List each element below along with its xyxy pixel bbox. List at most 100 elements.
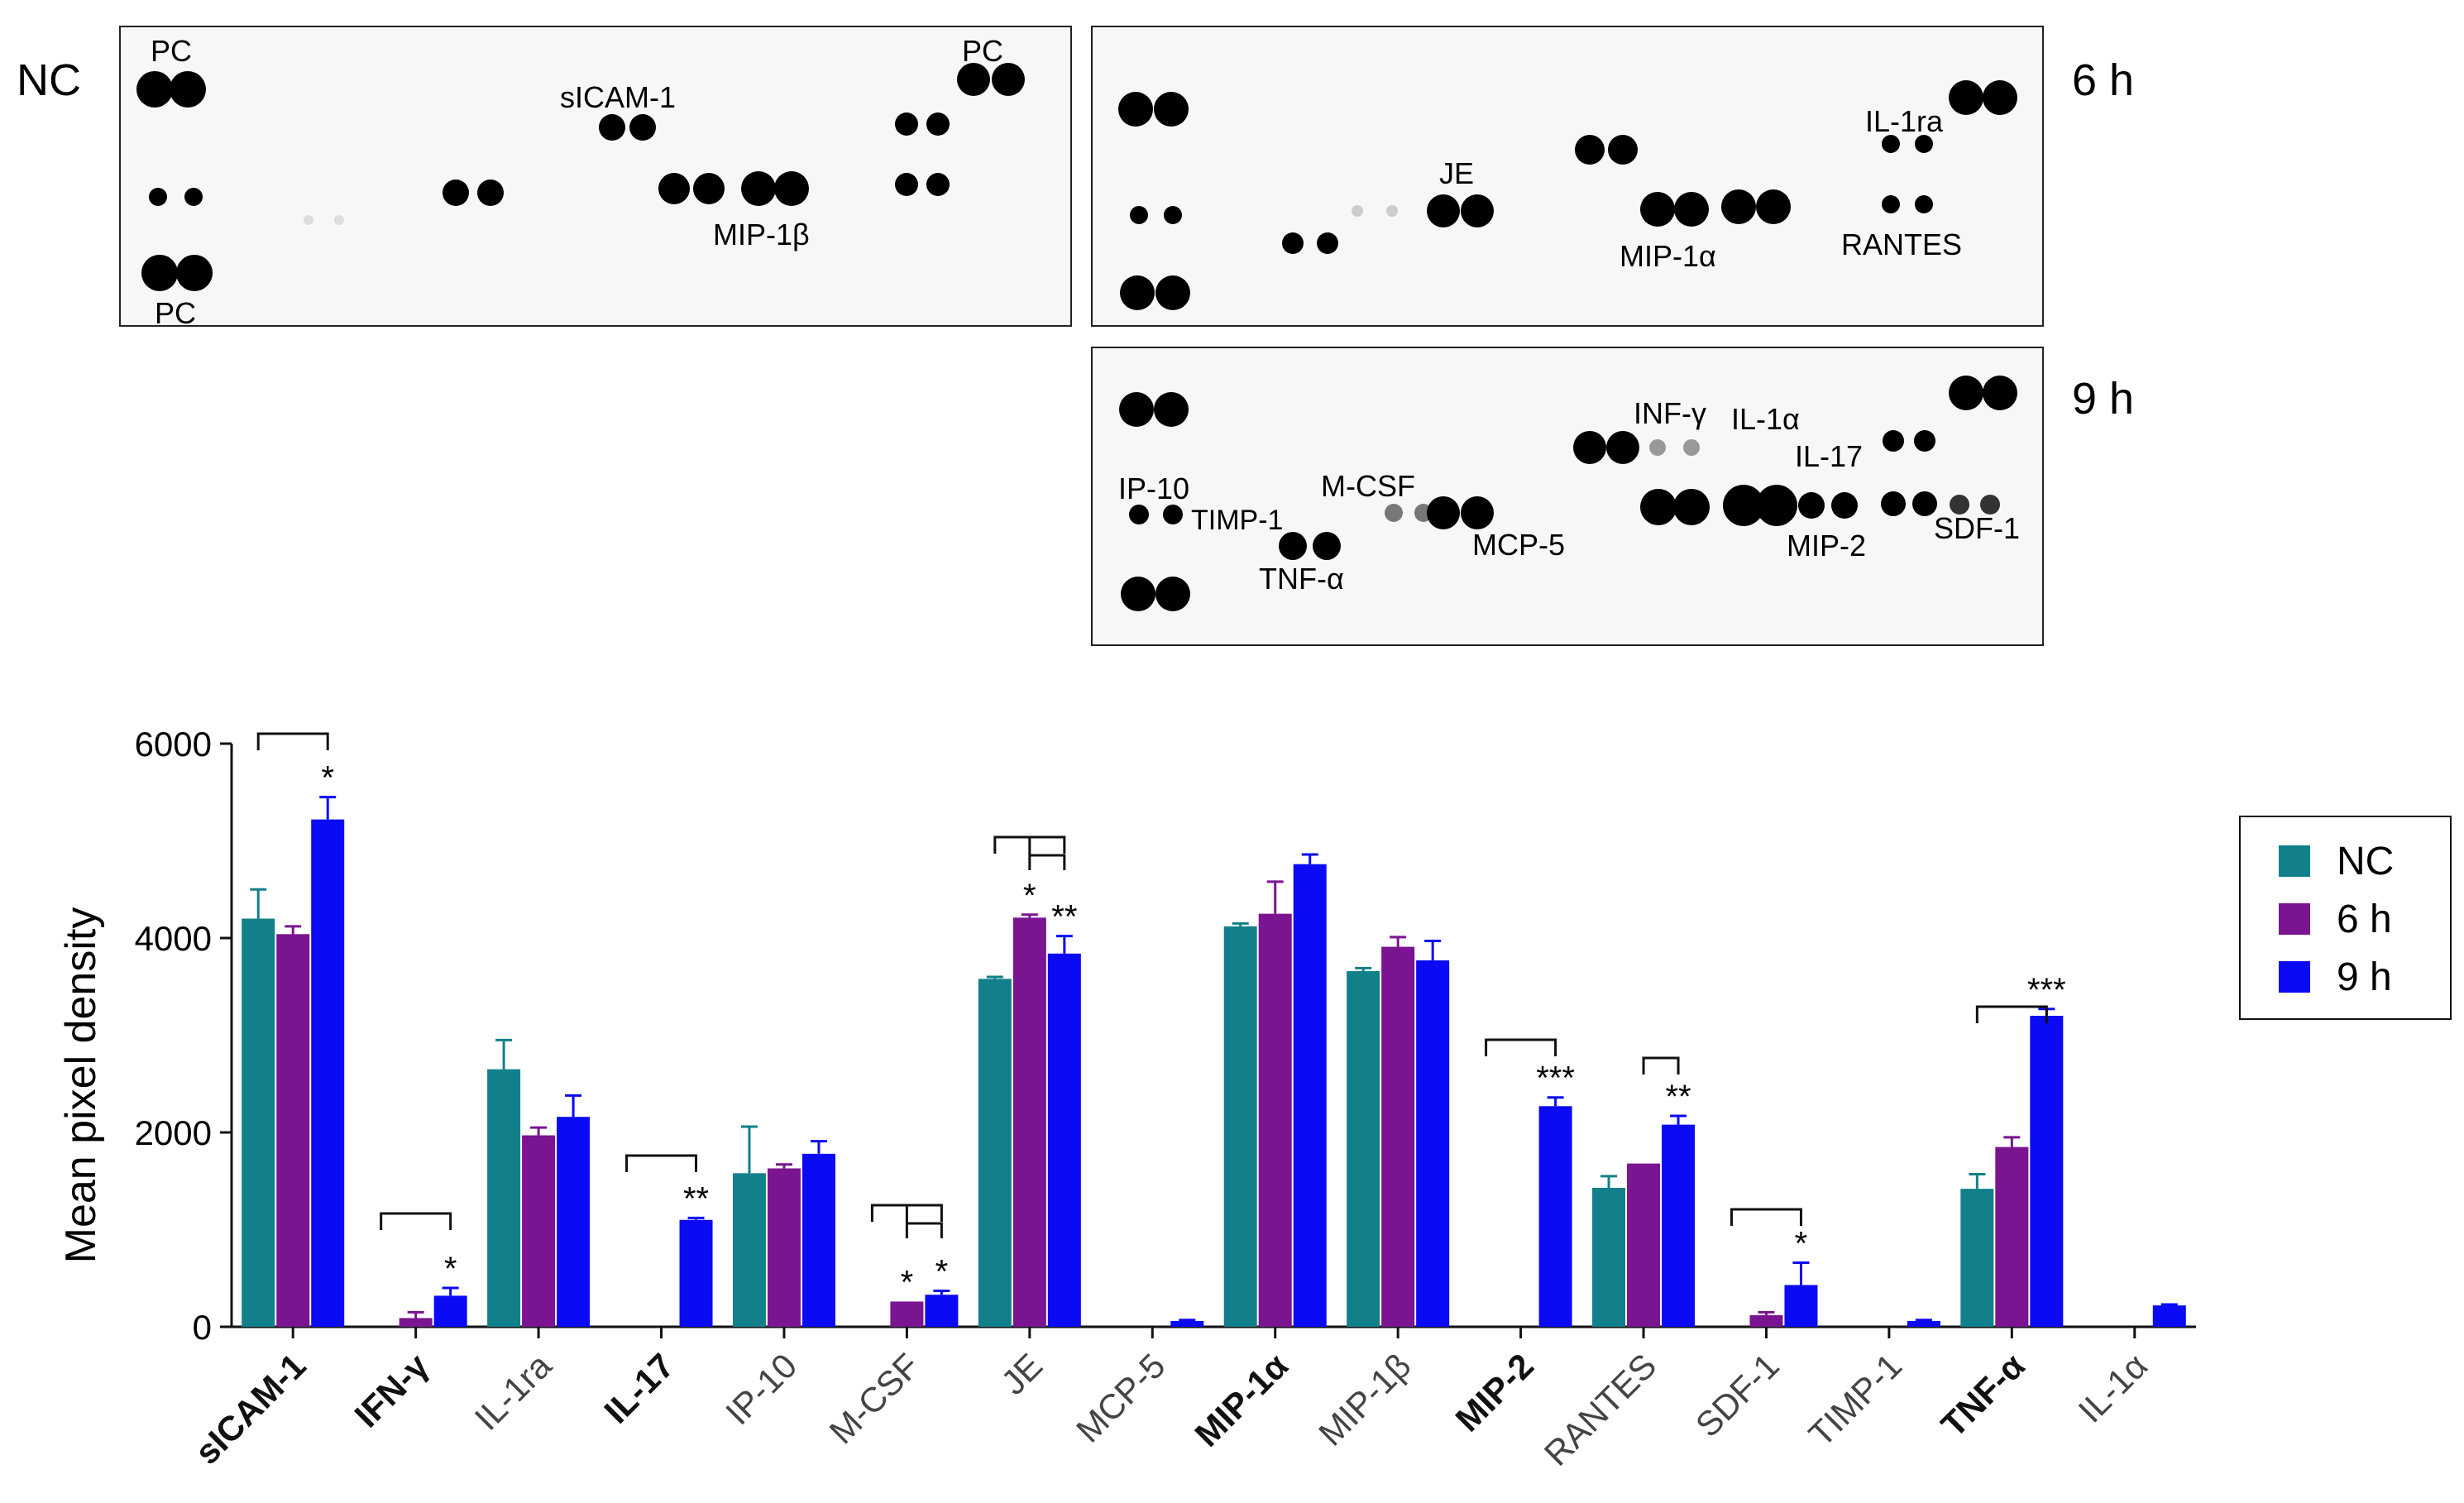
spot	[170, 71, 206, 108]
blot-6h-frame	[1091, 26, 2044, 327]
spot	[1756, 485, 1797, 526]
x-tick-label: RANTES	[1537, 1346, 1664, 1473]
blot-nc-label-sicam: sICAM-1	[560, 80, 676, 114]
spot	[477, 179, 504, 206]
legend-label-nc: NC	[2337, 840, 2394, 883]
bar	[1749, 1314, 1783, 1327]
bar	[399, 1318, 433, 1327]
spot	[1882, 195, 1900, 213]
blot-9h: 9 h INF-γ IL-1α IL-17 IP-10 TIMP-1 M-CSF…	[1091, 347, 2134, 646]
significance-asterisk: *	[901, 1264, 914, 1300]
significance-asterisk: *	[444, 1251, 457, 1287]
spot	[1683, 439, 1700, 456]
blot-9h-label-il17: IL-17	[1795, 439, 1863, 473]
spot	[1427, 496, 1460, 529]
x-tick-labels: sICAM-1 IFN-γ IL-1ra IL-17 IP-10 M-CSF JE MCP-5…	[188, 1346, 2155, 1473]
spot	[1723, 485, 1764, 526]
bar	[242, 918, 275, 1327]
spot	[1154, 392, 1189, 427]
bar	[1907, 1320, 1940, 1327]
bar	[978, 979, 1012, 1327]
blot-9h-label-mcsf: M-CSF	[1321, 469, 1415, 503]
spot	[1882, 135, 1900, 153]
spot	[1155, 275, 1190, 310]
bar	[890, 1301, 924, 1327]
spot	[1914, 430, 1935, 452]
blot-6h: 6 h JE IL-1ra MIP-1α RANTES	[1091, 26, 2134, 327]
blot-6h-condition-label: 6 h	[2072, 55, 2134, 105]
significance-asterisk: ***	[2027, 972, 2066, 1008]
comparison-bracket	[1485, 1038, 1557, 1056]
significance-asterisk: **	[683, 1180, 709, 1217]
significance-asterisk: *	[1795, 1225, 1808, 1261]
bar	[1592, 1187, 1626, 1327]
x-tick-label: MIP-1β	[1311, 1346, 1419, 1453]
spot	[1121, 577, 1155, 611]
bar	[1416, 960, 1450, 1327]
blot-9h-label-tnfa: TNF-α	[1259, 562, 1344, 596]
spot	[1883, 430, 1904, 452]
blot-9h-label-infg: INF-γ	[1634, 396, 1706, 430]
bar	[522, 1135, 556, 1327]
spot	[1120, 275, 1155, 310]
spot	[1573, 431, 1606, 464]
comparison-bracket	[256, 732, 329, 750]
cytokine-array-blots: NC PC PC PC sICAM-1 MIP-1β 6 h	[17, 26, 2134, 646]
spot	[1915, 195, 1933, 213]
y-tick-label: 4000	[135, 919, 212, 958]
legend-swatch-nc	[2279, 845, 2310, 877]
bar	[433, 1295, 467, 1327]
spot	[334, 215, 344, 225]
bar	[311, 819, 345, 1327]
spot	[1949, 80, 1983, 115]
x-tick-label: MIP-1α	[1187, 1346, 1295, 1454]
spot	[895, 173, 918, 196]
blot-9h-label-ip10: IP-10	[1118, 471, 1189, 505]
bar	[1784, 1285, 1818, 1327]
legend: NC 6 h 9 h	[2239, 816, 2452, 1020]
x-tick-label: SDF-1	[1688, 1346, 1787, 1444]
significance-asterisk: **	[1051, 899, 1077, 936]
spot	[1279, 532, 1307, 560]
spot	[1461, 496, 1494, 529]
blot-9h-label-sdf1: SDF-1	[1934, 511, 2020, 545]
blot-9h-label-mip2: MIP-2	[1787, 529, 1866, 562]
x-tick-label: MCP-5	[1069, 1346, 1173, 1450]
x-tick-label: IP-10	[718, 1346, 804, 1432]
x-tick-label: IL-17	[596, 1346, 682, 1431]
comparison-bracket	[905, 1205, 943, 1238]
spot	[1983, 376, 2017, 410]
blot-nc-label-pc-top-left: PC	[151, 34, 192, 68]
spot	[1915, 135, 1933, 153]
bar	[801, 1153, 835, 1327]
spot	[1640, 489, 1677, 525]
bar	[767, 1168, 801, 1327]
blot-9h-label-mcp5: MCP-5	[1472, 528, 1565, 562]
x-tick-label: JE	[993, 1346, 1050, 1402]
spot	[1129, 505, 1149, 524]
bar	[557, 1117, 591, 1327]
comparison-bracket	[1730, 1208, 1802, 1226]
chart-axes: 0 2000 4000 6000	[135, 725, 2196, 1347]
significance-asterisk: **	[1665, 1079, 1691, 1115]
blot-nc-label-mip1b: MIP-1β	[713, 218, 810, 251]
spot	[184, 188, 203, 206]
blot-6h-spots	[1118, 80, 2017, 310]
blot-6h-label-je: JE	[1439, 156, 1474, 190]
blot-nc: NC PC PC PC sICAM-1 MIP-1β	[17, 26, 1072, 330]
spot	[1756, 189, 1791, 224]
bar	[1293, 864, 1327, 1327]
blot-9h-label-timp1: TIMP-1	[1191, 505, 1283, 536]
spot	[1912, 491, 1937, 516]
spot	[1640, 192, 1675, 227]
blot-nc-frame	[119, 26, 1072, 327]
blot-9h-spots	[1119, 376, 2017, 611]
spot	[1721, 189, 1756, 224]
y-tick-label: 2000	[135, 1113, 212, 1152]
bar	[276, 934, 310, 1327]
spot	[1427, 194, 1460, 227]
bar	[2152, 1305, 2186, 1327]
legend-frame	[2239, 816, 2452, 1020]
blot-nc-spots	[136, 63, 1025, 291]
blot-nc-label-pc-bottom: PC	[155, 296, 196, 330]
